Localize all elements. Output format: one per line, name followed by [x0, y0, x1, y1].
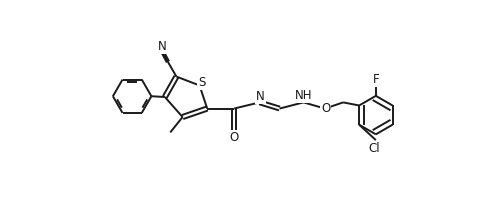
Text: S: S: [198, 76, 205, 89]
Text: NH: NH: [294, 89, 312, 102]
Text: O: O: [321, 102, 330, 115]
Text: Cl: Cl: [367, 143, 379, 155]
Text: O: O: [229, 131, 238, 144]
Text: N: N: [157, 40, 166, 53]
Text: F: F: [372, 73, 378, 86]
Text: N: N: [256, 90, 264, 103]
